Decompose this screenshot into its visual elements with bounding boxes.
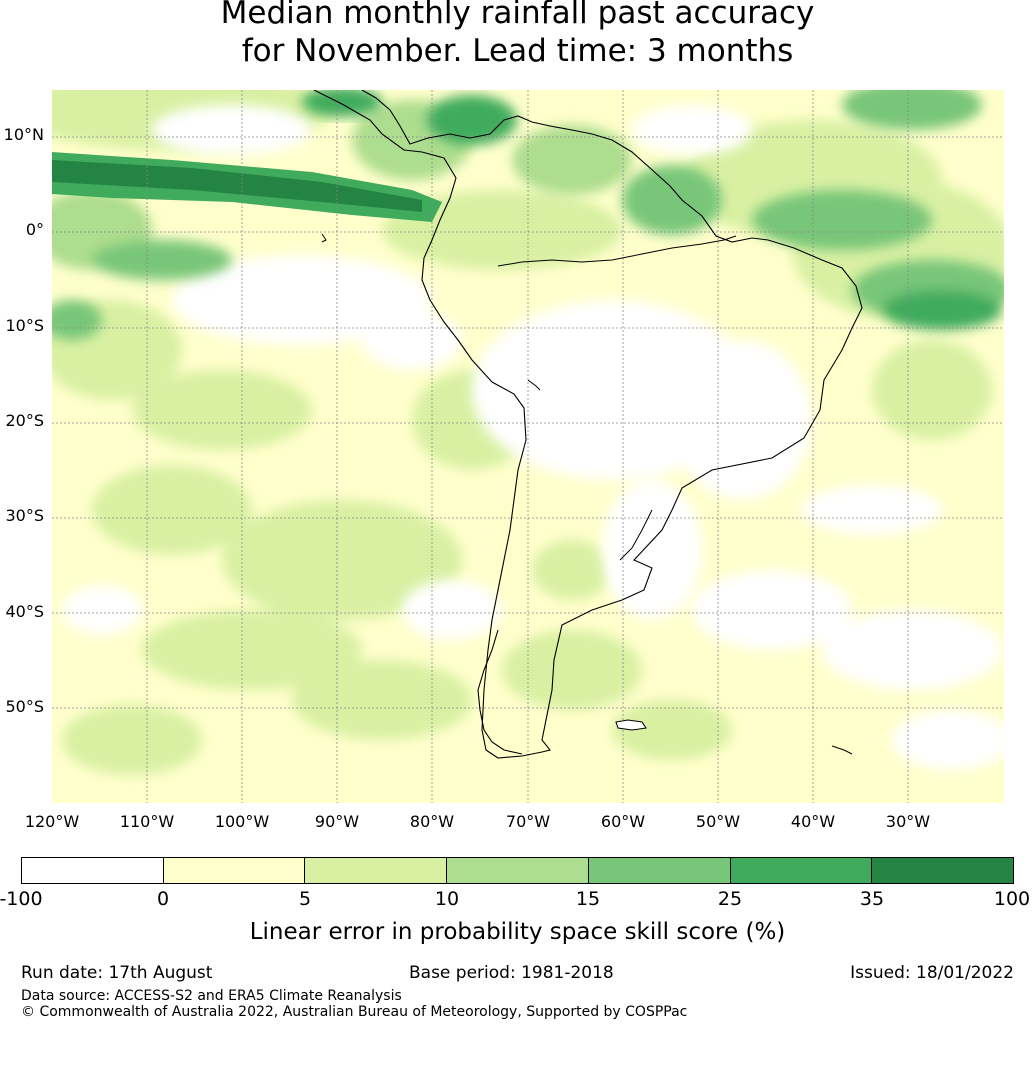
lake-titicaca [527,379,541,391]
falkland-islands [615,719,647,731]
colorbar-segment [162,858,305,883]
colorbar-tick: 5 [298,888,312,910]
lat-tick-0: 0° [25,220,44,239]
colorbar-segment [22,858,163,883]
lon-tick-40w: 40°W [790,812,836,831]
colorbar-label: Linear error in probability space skill … [249,919,786,945]
river-parana [619,509,653,561]
coastline-fjords [477,629,523,755]
colorbar-tick: 0 [156,888,170,910]
run-date: Run date: 17th August [21,963,213,983]
lon-tick-110w: 110°W [119,812,175,831]
colorbar-tick: -100 [0,888,43,910]
colorbar-segment [446,858,588,883]
issued-date: Issued: 18/01/2022 [850,963,1014,983]
south-georgia [831,745,853,755]
colorbar-tick: 100 [993,888,1031,910]
coastline-south-america [313,90,863,759]
colorbar-tick: 35 [859,888,885,910]
lon-tick-90w: 90°W [314,812,360,831]
colorbar-tick: 15 [575,888,601,910]
title-line-2: for November. Lead time: 3 months [241,33,794,69]
galapagos [321,233,327,243]
map-title: Median monthly rainfall past accuracy fo… [0,0,1035,70]
lon-tick-70w: 70°W [505,812,551,831]
lon-tick-30w: 30°W [885,812,931,831]
base-period: Base period: 1981-2018 [409,963,614,983]
lon-tick-100w: 100°W [214,812,270,831]
lon-tick-50w: 50°W [695,812,741,831]
colorbar-tick: 10 [434,888,460,910]
lon-tick-80w: 80°W [409,812,455,831]
colorbar-segment [304,858,447,883]
lat-tick-10n: 10°N [3,125,44,144]
data-source: Data source: ACCESS-S2 and ERA5 Climate … [21,988,402,1004]
copyright: © Commonwealth of Australia 2022, Austra… [21,1004,688,1020]
river-amazon [497,235,737,267]
colorbar-segment [587,858,730,883]
lat-tick-10s: 10°S [5,316,44,335]
colorbar-segment [729,858,872,883]
gridlines [52,90,1004,803]
title-line-1: Median monthly rainfall past accuracy [220,0,815,31]
lat-tick-20s: 20°S [5,411,44,430]
lat-tick-40s: 40°S [5,602,44,621]
skill-band-below-0 [62,105,1004,770]
colorbar [21,857,1014,884]
lat-tick-50s: 50°S [5,697,44,716]
skill-map [52,90,1004,803]
lon-tick-120w: 120°W [24,812,80,831]
colorbar-segment [871,858,1014,883]
colorbar-tick: 25 [717,888,743,910]
lat-tick-30s: 30°S [5,506,44,525]
lon-tick-60w: 60°W [600,812,646,831]
